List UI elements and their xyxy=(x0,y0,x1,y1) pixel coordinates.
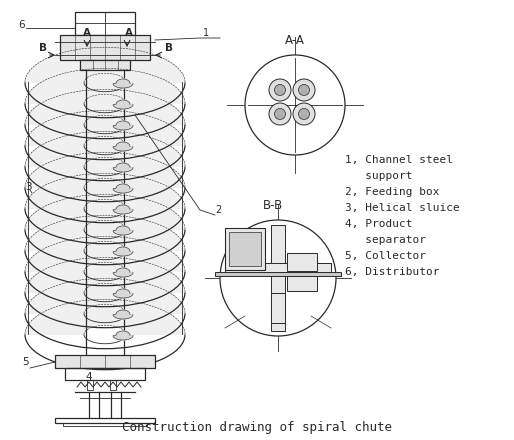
Polygon shape xyxy=(25,89,185,125)
Circle shape xyxy=(274,109,285,120)
Text: 2, Feeding box: 2, Feeding box xyxy=(345,187,439,197)
Bar xyxy=(65,368,145,380)
Text: B: B xyxy=(39,43,47,53)
Bar xyxy=(271,293,285,323)
Text: A-A: A-A xyxy=(285,34,305,47)
Text: 1, Channel steel: 1, Channel steel xyxy=(345,155,453,165)
Text: 5: 5 xyxy=(22,357,29,367)
Polygon shape xyxy=(113,121,133,130)
Polygon shape xyxy=(113,163,133,172)
Circle shape xyxy=(293,79,315,101)
Text: B-B: B-B xyxy=(263,199,283,212)
Text: 6: 6 xyxy=(18,20,25,30)
Polygon shape xyxy=(113,247,133,256)
Polygon shape xyxy=(25,257,185,293)
Polygon shape xyxy=(25,215,185,250)
Polygon shape xyxy=(25,68,185,103)
Polygon shape xyxy=(25,152,185,187)
Text: 1: 1 xyxy=(203,28,209,38)
Polygon shape xyxy=(25,131,185,166)
Polygon shape xyxy=(25,110,185,146)
Circle shape xyxy=(269,103,291,125)
Bar xyxy=(60,35,150,60)
Polygon shape xyxy=(113,310,133,319)
Circle shape xyxy=(220,220,336,336)
Polygon shape xyxy=(113,205,133,214)
Text: 4: 4 xyxy=(85,372,91,382)
Circle shape xyxy=(299,109,309,120)
Circle shape xyxy=(245,55,345,155)
Bar xyxy=(225,263,331,273)
Text: 5, Collector: 5, Collector xyxy=(345,251,426,261)
Bar xyxy=(287,253,317,271)
Polygon shape xyxy=(25,173,185,209)
Circle shape xyxy=(293,103,315,125)
Polygon shape xyxy=(25,279,185,313)
Polygon shape xyxy=(113,79,133,88)
Bar xyxy=(110,380,116,390)
Bar xyxy=(87,380,93,390)
Polygon shape xyxy=(25,236,185,271)
Polygon shape xyxy=(113,142,133,151)
Text: A: A xyxy=(83,28,91,38)
Bar xyxy=(229,232,261,266)
Text: support: support xyxy=(345,171,413,181)
Text: 6, Distributor: 6, Distributor xyxy=(345,267,439,277)
Text: 3, Helical sluice: 3, Helical sluice xyxy=(345,203,460,213)
Polygon shape xyxy=(113,184,133,193)
Circle shape xyxy=(269,79,291,101)
Text: 3: 3 xyxy=(25,182,32,192)
Text: 2: 2 xyxy=(215,205,221,215)
Text: Construction drawing of spiral chute: Construction drawing of spiral chute xyxy=(122,421,392,434)
Text: A: A xyxy=(125,28,133,38)
Polygon shape xyxy=(25,48,185,82)
Bar xyxy=(271,225,285,331)
Text: separator: separator xyxy=(345,235,426,245)
Bar xyxy=(55,418,155,423)
Polygon shape xyxy=(113,100,133,109)
Bar xyxy=(80,60,130,70)
Polygon shape xyxy=(113,289,133,298)
Polygon shape xyxy=(113,226,133,235)
Polygon shape xyxy=(25,299,185,334)
Polygon shape xyxy=(113,331,133,340)
Polygon shape xyxy=(113,268,133,277)
Bar xyxy=(287,273,317,291)
Bar xyxy=(215,272,341,276)
Circle shape xyxy=(299,84,309,95)
Text: B: B xyxy=(165,43,173,53)
Polygon shape xyxy=(25,194,185,230)
Text: 4, Product: 4, Product xyxy=(345,219,413,229)
Bar xyxy=(55,355,155,368)
Bar xyxy=(63,423,147,426)
Bar xyxy=(225,228,265,270)
Circle shape xyxy=(274,84,285,95)
Bar xyxy=(75,12,135,35)
